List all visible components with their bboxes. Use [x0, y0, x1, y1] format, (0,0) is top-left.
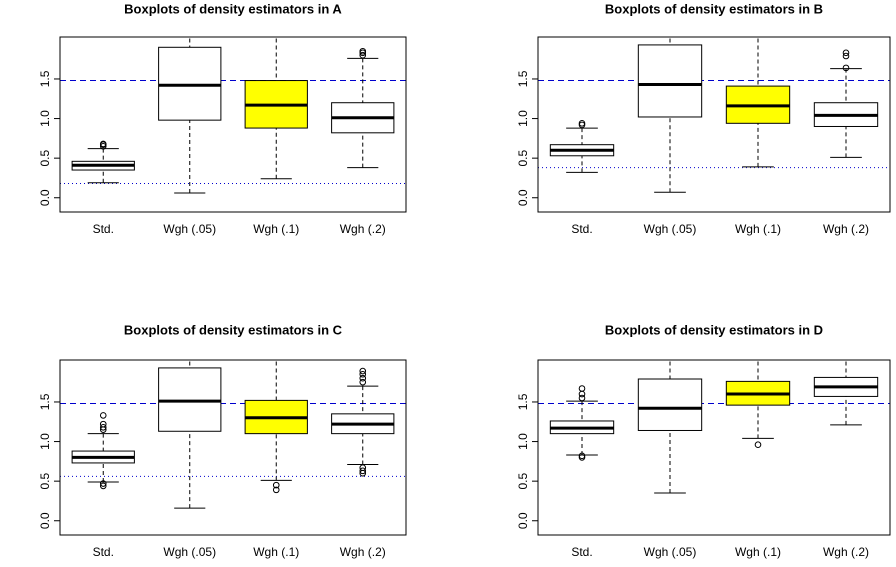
- y-tick-label: 0.5: [38, 472, 52, 489]
- box: [158, 46, 222, 121]
- outlier: [578, 120, 586, 127]
- outlier: [99, 140, 107, 148]
- outlier: [359, 367, 367, 375]
- x-tick-label: Wgh (.1): [253, 222, 299, 236]
- y-tick-label: 1.0: [38, 433, 52, 450]
- x-tick-label: Std.: [93, 222, 114, 236]
- plot-area: [538, 360, 890, 494]
- panel: Boxplots of density estimators in C Std. W…: [38, 322, 407, 559]
- x-tick-label: Wgh (.2): [340, 545, 386, 559]
- x-tick-label: Wgh (.1): [253, 545, 299, 559]
- y-tick-label: 1.5: [38, 70, 52, 87]
- outlier: [578, 390, 586, 398]
- box: [158, 367, 222, 432]
- outlier: [359, 374, 367, 382]
- outlier: [754, 441, 762, 449]
- y-tick-label: 1.0: [38, 110, 52, 127]
- chart-title: Boxplots of density estimators in A: [124, 1, 342, 16]
- panel: Boxplots of density estimators in D Std. W…: [516, 322, 891, 559]
- outlier: [99, 420, 107, 428]
- plot-area: [60, 37, 406, 194]
- outlier: [99, 480, 107, 487]
- x-tick-label: Wgh (.2): [823, 545, 869, 559]
- y-tick-label: 1.0: [516, 433, 530, 450]
- plot-border: [537, 359, 891, 536]
- plot-border: [537, 36, 891, 213]
- x-tick-label: Std.: [571, 222, 592, 236]
- outlier: [359, 370, 367, 378]
- plot-border: [59, 359, 407, 536]
- x-tick-label: Std.: [571, 545, 592, 559]
- outlier: [99, 412, 107, 419]
- box: [637, 44, 703, 118]
- outlier: [359, 51, 367, 59]
- y-tick-label: 0.0: [38, 512, 52, 529]
- x-tick-label: Wgh (.1): [735, 222, 781, 236]
- outlier: [842, 49, 850, 57]
- x-tick-label: Wgh (.05): [163, 545, 216, 559]
- outlier: [578, 394, 586, 402]
- y-tick-label: 1.0: [516, 110, 530, 127]
- y-tick-label: 1.5: [38, 393, 52, 410]
- y-tick-label: 0.0: [516, 189, 530, 206]
- plot-area: [538, 37, 890, 193]
- outlier: [99, 424, 107, 431]
- box: [637, 378, 703, 431]
- chart-title: Boxplots of density estimators in D: [605, 322, 823, 337]
- plot-area: [60, 360, 406, 509]
- y-tick-label: 0.0: [38, 189, 52, 206]
- chart-title: Boxplots of density estimators in B: [605, 1, 823, 16]
- outlier: [359, 47, 367, 55]
- outlier: [359, 467, 367, 475]
- panel: Boxplots of density estimators in A Std. W…: [38, 1, 407, 236]
- outlier: [578, 385, 586, 392]
- panel: Boxplots of density estimators in B Std. W…: [516, 1, 891, 236]
- outlier: [272, 486, 280, 494]
- plot-border: [59, 36, 407, 213]
- y-tick-label: 0.0: [516, 512, 530, 529]
- outlier: [359, 378, 367, 386]
- outlier: [578, 452, 586, 460]
- x-tick-label: Wgh (.05): [163, 222, 216, 236]
- x-tick-label: Wgh (.05): [644, 222, 697, 236]
- x-tick-label: Std.: [93, 545, 114, 559]
- x-tick-label: Wgh (.2): [823, 222, 869, 236]
- outlier: [842, 64, 850, 72]
- y-tick-label: 0.5: [516, 149, 530, 166]
- y-tick-label: 0.5: [38, 149, 52, 166]
- x-tick-label: Wgh (.05): [644, 545, 697, 559]
- y-tick-label: 1.5: [516, 70, 530, 87]
- outlier: [272, 481, 280, 489]
- y-tick-label: 0.5: [516, 472, 530, 489]
- x-tick-label: Wgh (.1): [735, 545, 781, 559]
- outlier: [359, 464, 367, 471]
- x-tick-label: Wgh (.2): [340, 222, 386, 236]
- outlier: [99, 482, 107, 490]
- chart-title: Boxplots of density estimators in C: [124, 322, 343, 337]
- outlier: [842, 52, 850, 60]
- y-tick-label: 1.5: [516, 393, 530, 410]
